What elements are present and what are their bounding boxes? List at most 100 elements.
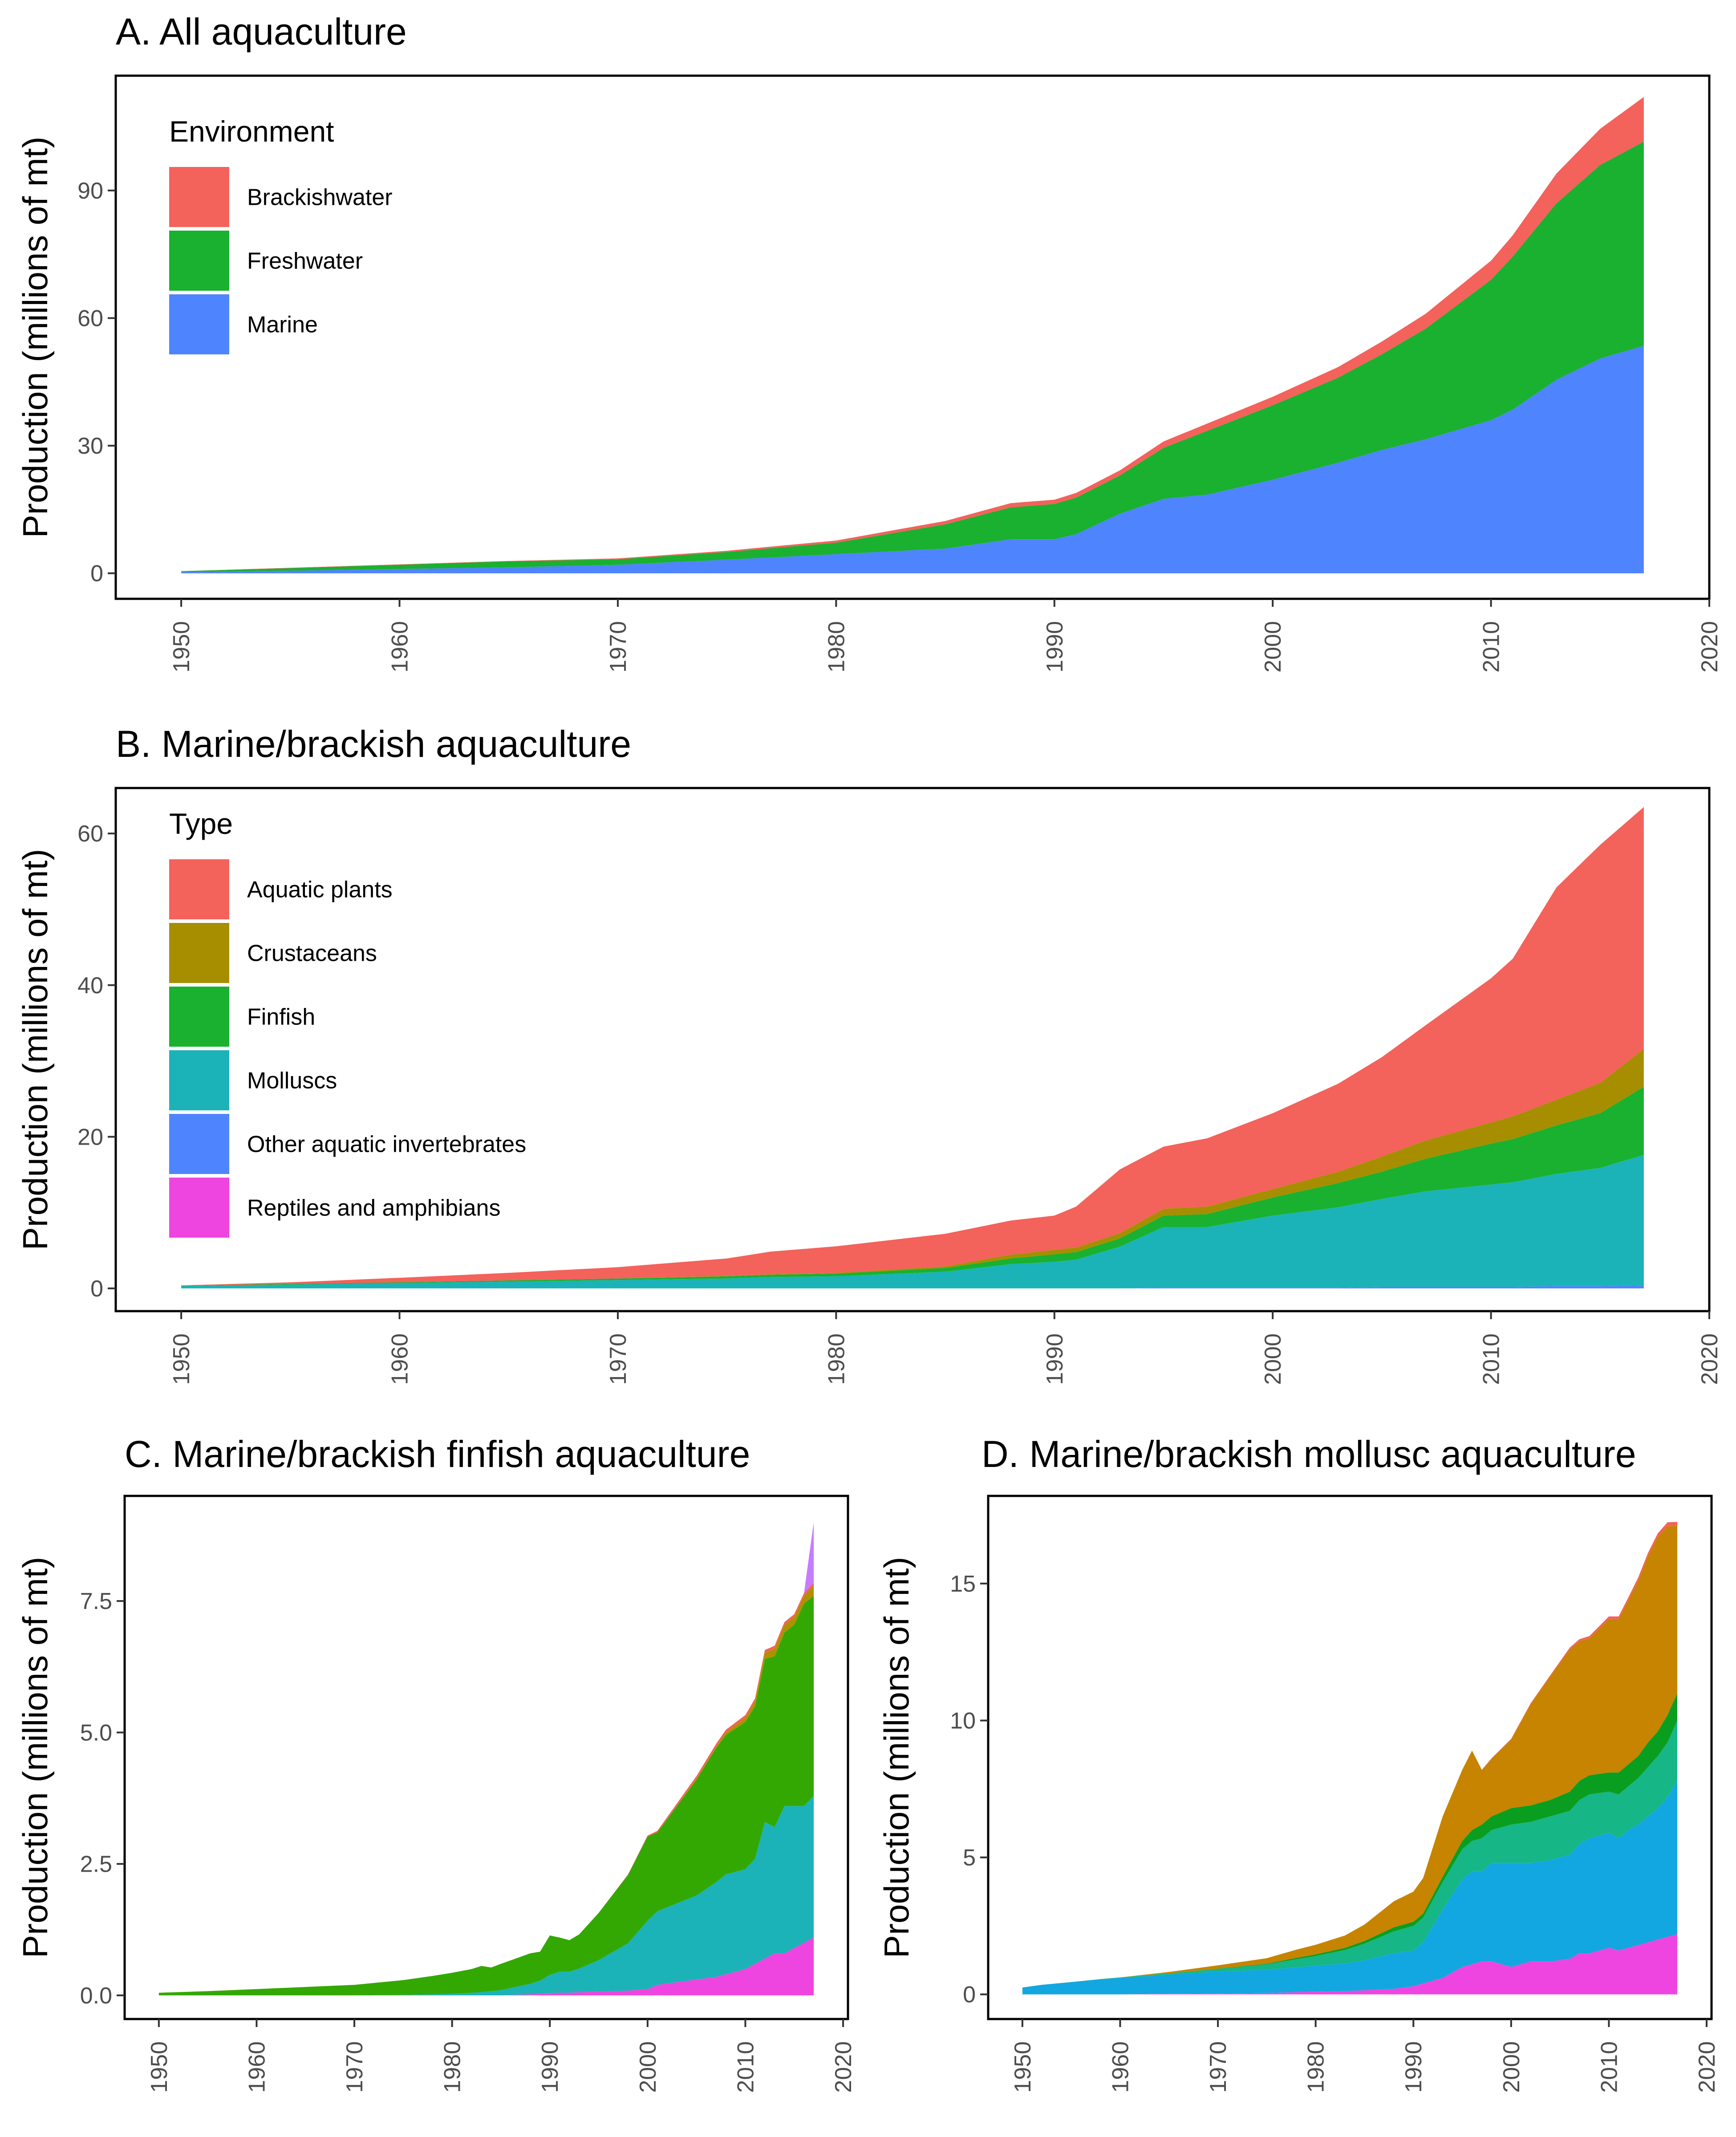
legend-title: Type: [169, 807, 233, 840]
y-tick-label: 0.0: [80, 1983, 112, 2009]
x-tick-label: 1990: [1042, 621, 1068, 673]
chart-title: C. Marine/brackish finfish aquaculture: [125, 1433, 750, 1475]
panel-c: C. Marine/brackish finfish aquaculture 0.…: [16, 1433, 856, 2093]
chart-title: B. Marine/brackish aquaculture: [116, 723, 631, 765]
x-tick-label: 2010: [1479, 621, 1505, 673]
y-tick-label: 2.5: [80, 1852, 112, 1877]
x-tick-label: 2000: [635, 2041, 661, 2093]
legend-label: Aquatic plants: [247, 877, 393, 903]
area-series-2: [1022, 1720, 1678, 1988]
x-tick-label: 1990: [537, 2041, 563, 2093]
legend: Environment Brackishwater Freshwater Marine: [169, 115, 393, 354]
legend-label: Finfish: [247, 1004, 315, 1030]
legend: Type Aquatic plants Crustaceans Finfish Moll…: [169, 807, 526, 1238]
area-series-0: [158, 1938, 814, 1995]
x-tick-label: 1960: [1107, 2041, 1133, 2093]
x-tick-label: 2020: [1694, 2041, 1720, 2093]
area-series-4: [1022, 1526, 1678, 1988]
area-series-4: [181, 1048, 1644, 1286]
legend-label: Crustaceans: [247, 941, 377, 967]
x-tick-label: 2000: [1260, 1333, 1286, 1385]
chart-title: D. Marine/brackish mollusc aquaculture: [982, 1433, 1636, 1475]
x-tick-label: 1990: [1042, 1333, 1068, 1385]
x-tick-label: 2020: [831, 2041, 856, 2093]
y-tick-label: 0: [963, 1982, 976, 2008]
x-tick-label: 1980: [440, 2041, 466, 2093]
y-tick-label: 60: [77, 821, 103, 847]
legend-swatch: [169, 1050, 229, 1110]
legend-swatch: [169, 231, 229, 291]
x-tick-label: 2010: [1479, 1333, 1505, 1385]
y-tick-label: 20: [77, 1124, 103, 1150]
legend-label: Freshwater: [247, 248, 363, 274]
panel-b: B. Marine/brackish aquaculture 0 20 40 60 195…: [16, 723, 1723, 1385]
x-tick-label: 1980: [823, 621, 849, 673]
legend-swatch: [169, 923, 229, 983]
y-tick-label: 5.0: [80, 1720, 112, 1746]
x-tick-label: 1970: [605, 1333, 631, 1385]
y-tick-label: 7.5: [80, 1589, 112, 1614]
x-tick-label: 1970: [342, 2041, 368, 2093]
legend-swatch: [169, 987, 229, 1047]
x-tick-label: 1960: [244, 2041, 270, 2093]
y-tick-label: 30: [77, 433, 103, 459]
legend-swatch: [169, 294, 229, 354]
y-tick-label: 60: [77, 306, 103, 332]
y-tick-label: 90: [77, 178, 103, 204]
area-series-0: [181, 345, 1644, 573]
legend-label: Other aquatic invertebrates: [247, 1132, 526, 1158]
x-tick-label: 1950: [146, 2041, 172, 2093]
y-tick-label: 15: [950, 1571, 976, 1597]
legend-title: Environment: [169, 115, 334, 148]
area-series-1: [1022, 1780, 1678, 1995]
legend-label: Marine: [247, 312, 318, 338]
panel-d: D. Marine/brackish mollusc aquaculture 0 5…: [877, 1433, 1720, 2093]
area-series-3: [181, 1086, 1644, 1286]
x-tick-label: 1980: [1303, 2041, 1329, 2093]
plot-frame: [114, 74, 1711, 600]
x-tick-label: 1950: [1010, 2041, 1036, 2093]
y-axis-title: Production (millions of mt): [877, 1557, 916, 1958]
y-tick-label: 10: [950, 1708, 976, 1734]
x-tick-label: 2010: [733, 2041, 758, 2093]
area-series-0: [1022, 1934, 1678, 1995]
legend-label: Brackishwater: [247, 185, 393, 211]
x-tick-label: 1970: [605, 621, 631, 673]
legend-swatch: [169, 859, 229, 919]
legend-label: Reptiles and amphibians: [247, 1195, 500, 1221]
y-tick-label: 0: [90, 561, 103, 587]
x-tick-label: 2020: [1697, 1333, 1723, 1385]
area-series-2: [158, 1596, 814, 1995]
legend-label: Molluscs: [247, 1068, 337, 1094]
area-series-1: [181, 142, 1644, 572]
y-axis-title: Production (millions of mt): [16, 1557, 55, 1958]
legend-swatch: [169, 1178, 229, 1238]
x-tick-label: 1950: [169, 1333, 195, 1385]
x-tick-label: 2010: [1596, 2041, 1622, 2093]
plot-frame: [114, 787, 1711, 1312]
area-series-1: [158, 1796, 814, 1995]
x-tick-label: 1960: [387, 1333, 413, 1385]
y-tick-label: 5: [963, 1845, 976, 1871]
y-tick-label: 0: [90, 1276, 103, 1302]
plot-frame: [987, 1495, 1713, 2020]
x-tick-label: 1990: [1401, 2041, 1427, 2093]
y-axis-title: Production (millions of mt): [16, 137, 55, 538]
x-tick-label: 1970: [1205, 2041, 1231, 2093]
legend-swatch: [169, 1114, 229, 1174]
panel-a: A. All aquaculture 0 30 60 90 1950 1960 1970 198…: [16, 11, 1723, 673]
y-tick-label: 40: [77, 973, 103, 999]
x-tick-label: 2000: [1499, 2041, 1525, 2093]
area-series-5: [181, 807, 1644, 1286]
x-tick-label: 1960: [387, 621, 413, 673]
legend-swatch: [169, 167, 229, 227]
chart-title: A. All aquaculture: [116, 11, 407, 53]
x-tick-label: 2020: [1697, 621, 1723, 673]
x-tick-label: 2000: [1260, 621, 1286, 673]
plot-frame: [123, 1495, 849, 2020]
y-axis-title: Production (millions of mt): [16, 849, 55, 1251]
x-tick-label: 1980: [823, 1333, 849, 1385]
x-tick-label: 1950: [169, 621, 195, 673]
area-series-2: [181, 1155, 1644, 1288]
